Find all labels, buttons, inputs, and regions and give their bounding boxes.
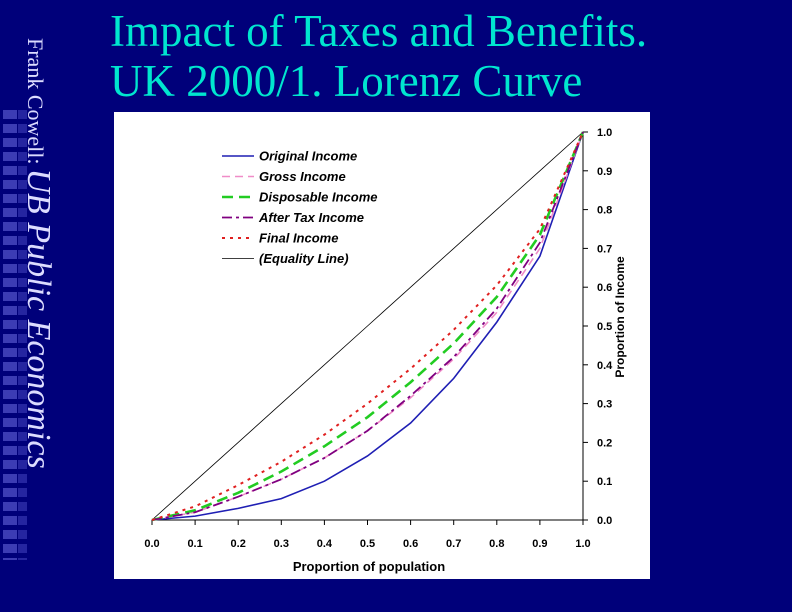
x-tick-label: 0.6 [403,538,418,550]
y-tick-label: 0.6 [597,282,612,294]
legend-label-original: Original Income [259,149,357,164]
y-tick-label: 0.5 [597,321,612,333]
series-line-original [151,131,584,521]
series-line-equality [151,131,584,521]
bullet-column-decoration-inner [18,110,27,560]
y-tick-label: 0.3 [597,399,612,411]
y-tick-label: 0.4 [597,360,613,372]
author-label: Frank Cowell: [23,38,48,165]
x-tick-label: 0.3 [274,538,289,550]
x-tick-label: 0.7 [446,538,461,550]
legend-label-gross: Gross Income [259,169,346,184]
chart-axes: 0.0 0.1 0.2 0.3 0.4 0.5 0.6 0.7 0.8 0.9 1.0 0.0 0.1 0… [144,127,613,550]
y-tick-label: 0.2 [597,437,612,449]
x-axis-label: Proportion of population [293,559,445,574]
legend-label-after-tax: After Tax Income [258,210,364,225]
series-line-disposable [151,131,585,522]
slide-title-line-2: UK 2000/1. Lorenz Curve [110,56,583,106]
y-tick-label: 0.8 [597,205,612,217]
series-line-after-tax [151,131,584,521]
legend-label-equality: (Equality Line) [259,251,349,266]
x-tick-label: 0.9 [532,538,547,550]
y-tick-label: 0.0 [597,515,612,527]
chart-legend: Original Income Gross Income Disposable In… [222,149,377,266]
course-label: UB Public Economics [20,168,57,469]
bullet-column-decoration [3,110,17,560]
legend-label-final: Final Income [259,231,338,246]
x-tick-label: 1.0 [575,538,590,550]
y-axis-label: Proportion of Income [613,256,627,378]
y-tick-label: 0.9 [597,166,612,178]
y-tick-label: 0.7 [597,243,612,255]
lorenz-chart: 0.0 0.1 0.2 0.3 0.4 0.5 0.6 0.7 0.8 0.9 1.0 0.0 0.1 0… [144,127,627,574]
x-tick-label: 0.1 [187,538,202,550]
x-tick-label: 0.8 [489,538,504,550]
legend-label-disposable: Disposable Income [259,190,377,205]
y-tick-label: 0.1 [597,476,612,488]
x-tick-label: 0.2 [231,538,246,550]
slide-title-line-1: Impact of Taxes and Benefits. [110,6,648,56]
chart-panel: 0.0 0.1 0.2 0.3 0.4 0.5 0.6 0.7 0.8 0.9 1.0 0.0 0.1 0… [114,112,650,579]
x-tick-label: 0.0 [144,538,159,550]
y-tick-label: 1.0 [597,127,612,139]
slide-title: Impact of Taxes and Benefits. UK 2000/1.… [110,6,770,106]
chart-series-group [151,131,585,522]
x-tick-label: 0.4 [317,538,333,550]
x-tick-label: 0.5 [360,538,375,550]
